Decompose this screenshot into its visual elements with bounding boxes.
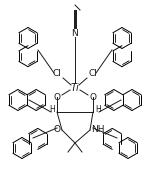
Text: N: N <box>72 29 78 37</box>
Text: Ti: Ti <box>71 83 79 93</box>
Text: Cl: Cl <box>88 69 98 77</box>
Text: O: O <box>53 126 60 135</box>
Text: NH: NH <box>91 126 105 135</box>
Text: H: H <box>49 106 55 115</box>
Text: Cl: Cl <box>52 69 62 77</box>
Text: H: H <box>95 106 101 115</box>
Text: O: O <box>90 93 96 102</box>
Text: O: O <box>54 93 60 102</box>
